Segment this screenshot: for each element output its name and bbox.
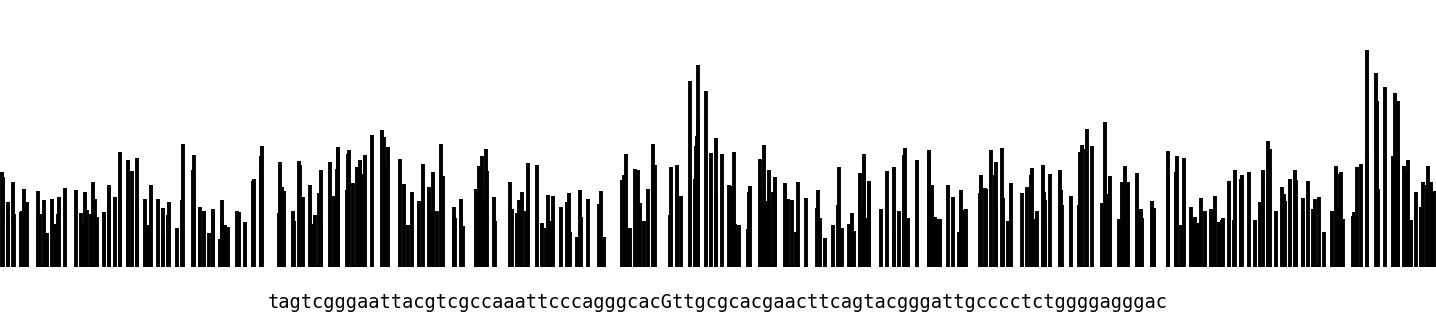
Text: tagtcgggaattacgtcgccaaattcccagggcacGttgcgcacgaacttcagtacgggattgcccctctggggagggac: tagtcgggaattacgtcgccaaattcccagggcacGttgc… bbox=[269, 293, 1167, 312]
